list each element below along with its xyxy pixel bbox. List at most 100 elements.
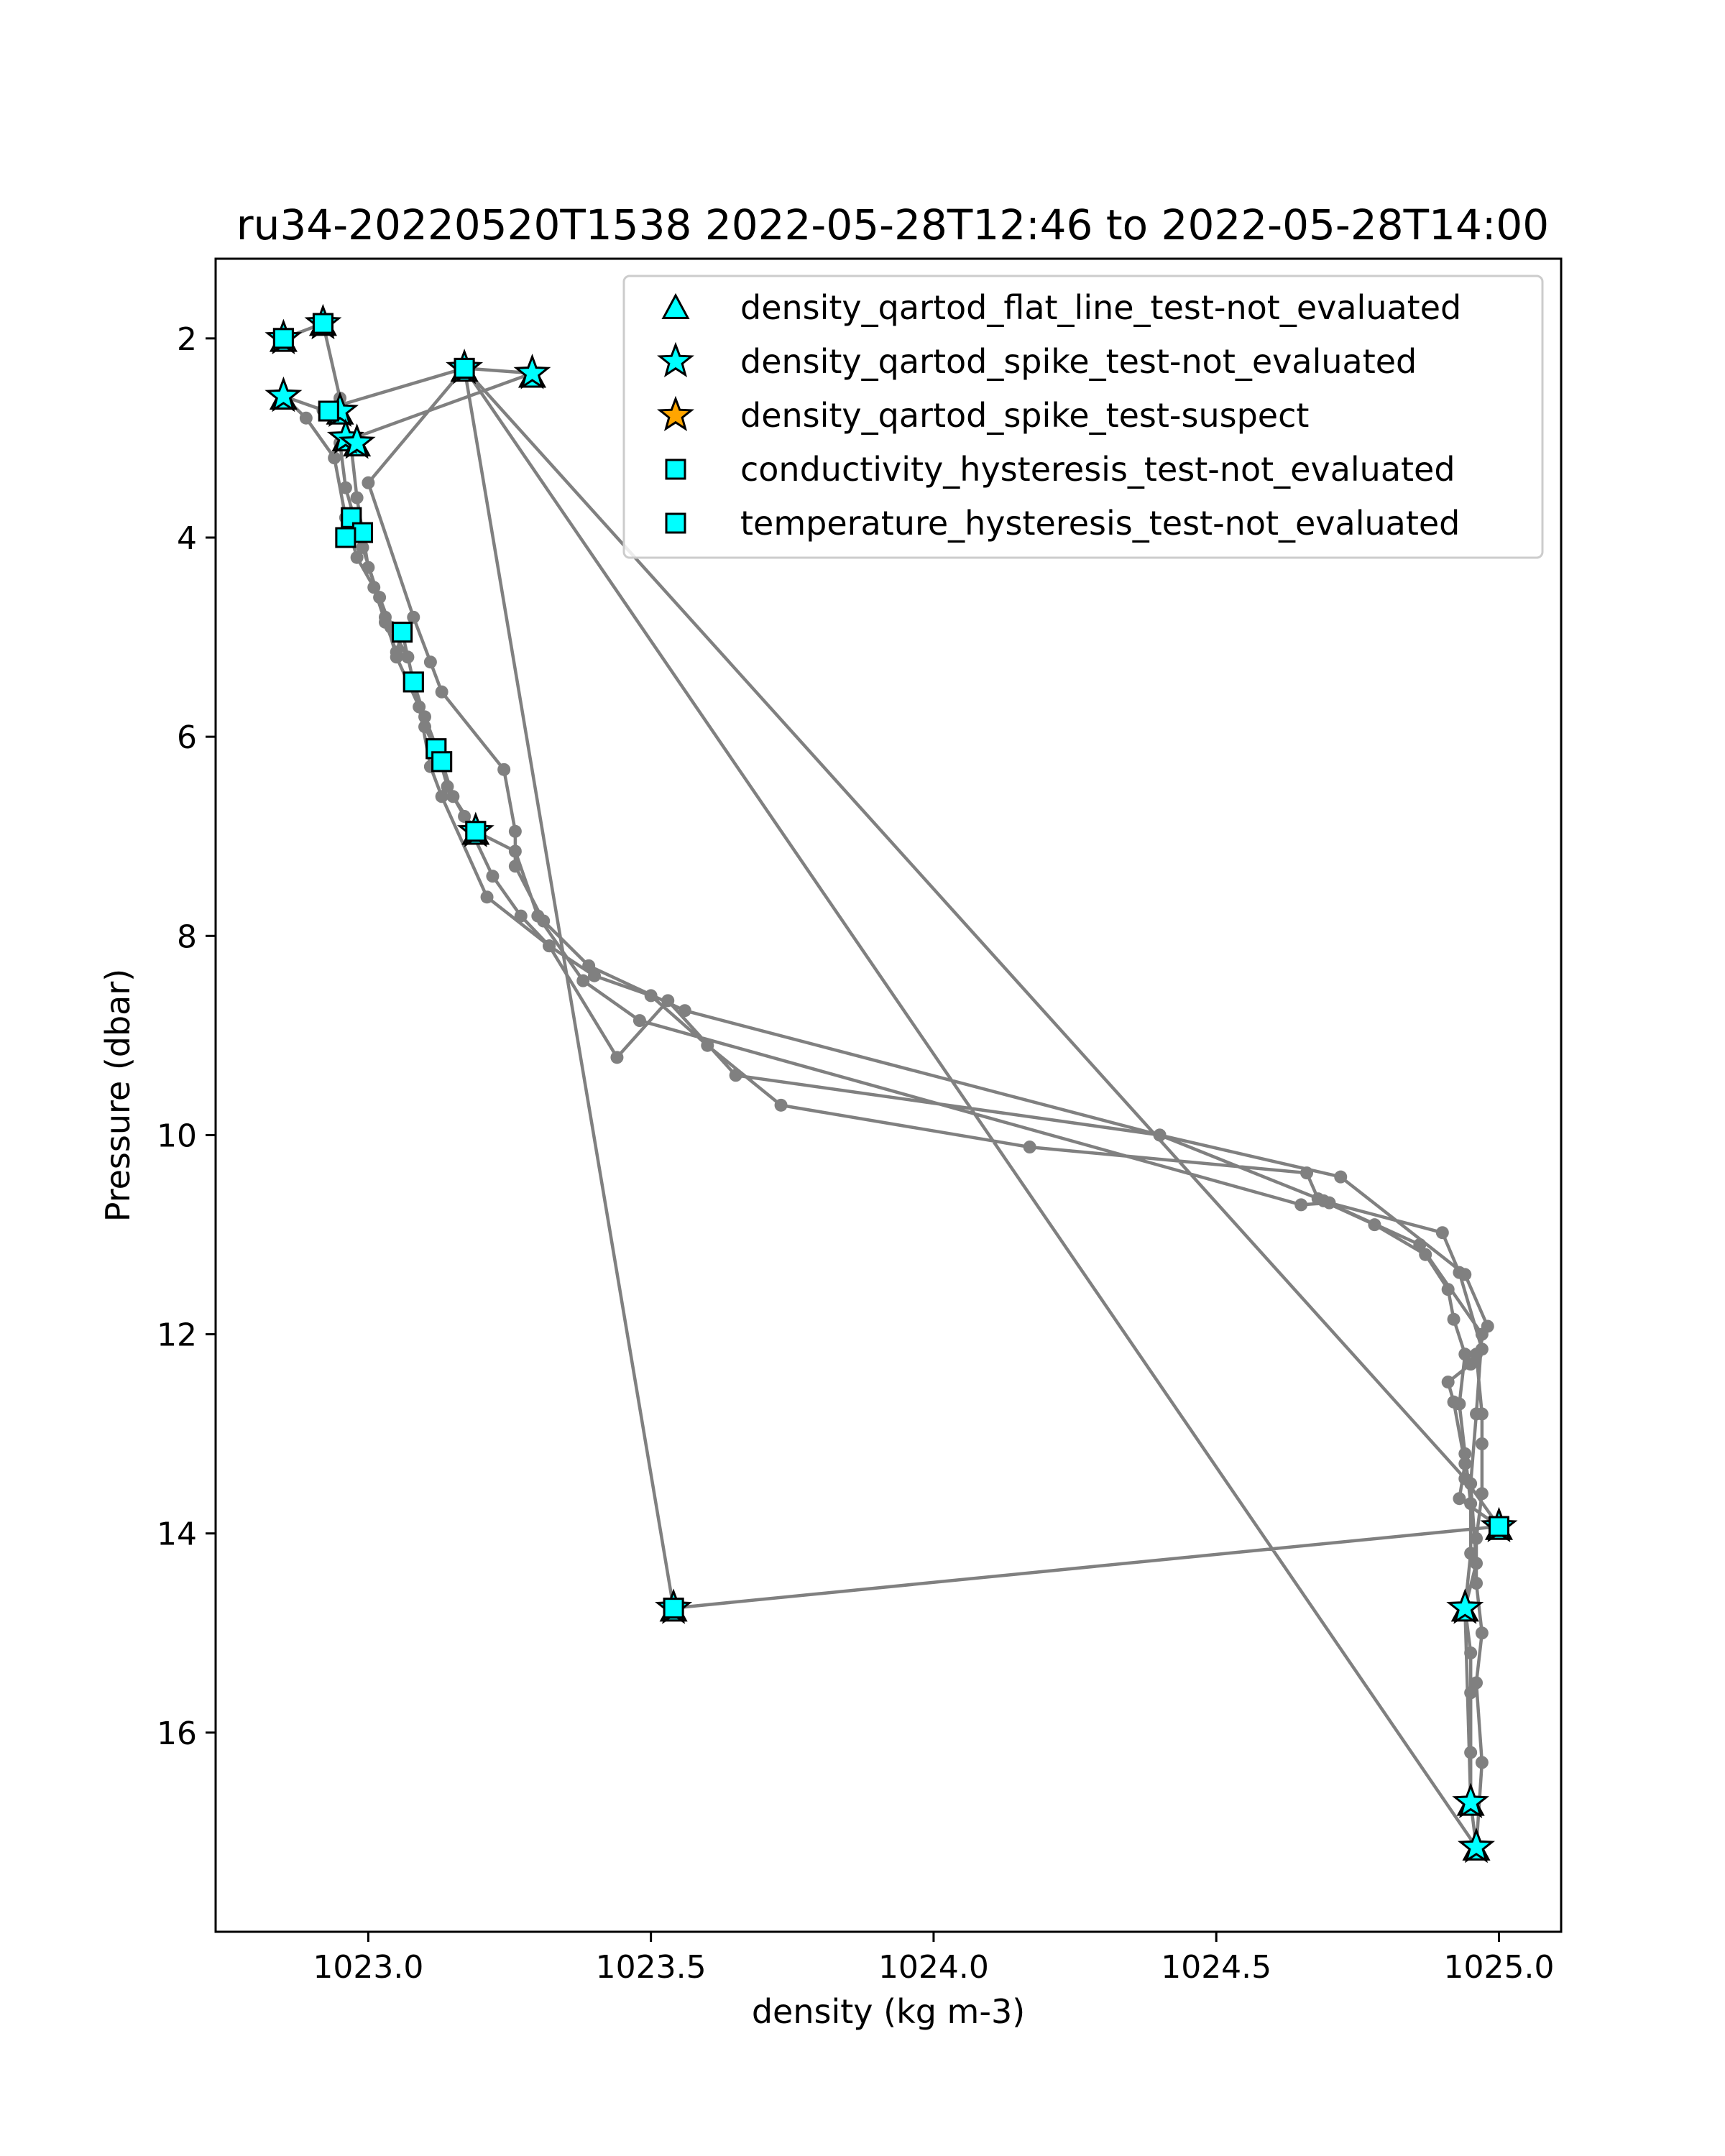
- profile-point: [441, 780, 454, 793]
- profile-point: [1368, 1218, 1381, 1232]
- profile-point: [299, 411, 313, 425]
- profile-point: [1475, 1342, 1489, 1356]
- profile-point: [1023, 1141, 1036, 1154]
- profile-point: [407, 610, 420, 624]
- series-1-point: [338, 423, 376, 459]
- y-axis-label: Pressure (dbar): [98, 969, 137, 1222]
- x-tick-label: 1025.0: [1443, 1949, 1554, 1986]
- profile-point: [1458, 1447, 1472, 1460]
- y-tick-label: 16: [157, 1715, 197, 1752]
- profile-point: [418, 720, 432, 734]
- profile-point: [435, 790, 448, 803]
- legend-marker: [661, 292, 690, 319]
- profile-point: [537, 914, 551, 928]
- legend-label: temperature_hysteresis_test-not_evaluate…: [740, 504, 1460, 543]
- series-4-point: [312, 313, 334, 334]
- profile-point: [1470, 1557, 1484, 1570]
- profile-point: [1458, 1348, 1472, 1361]
- profile-point: [1475, 1487, 1489, 1501]
- series-4-point: [1488, 1516, 1509, 1537]
- profile-point: [373, 591, 387, 604]
- profile-point: [1470, 1676, 1484, 1690]
- profile-point: [610, 1051, 624, 1064]
- profile-point: [774, 1098, 788, 1112]
- y-tick-label: 10: [157, 1118, 197, 1154]
- series-1-point: [1458, 1827, 1495, 1864]
- profile-point: [497, 763, 511, 776]
- profile-point: [1294, 1198, 1308, 1212]
- series-1-point: [513, 354, 551, 390]
- profile-point: [508, 860, 522, 873]
- profile-point: [1475, 1437, 1489, 1450]
- profile-point: [1447, 1312, 1460, 1326]
- profile-point: [514, 909, 528, 923]
- y-tick-label: 8: [177, 918, 197, 955]
- profile-point: [543, 939, 556, 953]
- profile-point: [1447, 1395, 1460, 1409]
- profile-point: [1464, 1358, 1478, 1371]
- profile-point: [362, 476, 375, 489]
- series-4-point: [465, 821, 487, 842]
- profile-point: [1464, 1646, 1478, 1659]
- profile-point: [1334, 1170, 1348, 1184]
- profile-point: [1453, 1492, 1466, 1506]
- profile-point: [367, 581, 381, 594]
- x-tick-label: 1023.0: [313, 1949, 423, 1986]
- series-1-point: [1452, 1782, 1490, 1818]
- profile-point: [661, 994, 675, 1008]
- series-4-point: [318, 400, 339, 422]
- profile-point: [413, 700, 426, 714]
- y-tick-label: 12: [157, 1317, 197, 1354]
- profile-point: [1464, 1497, 1478, 1511]
- profile-point: [582, 959, 596, 972]
- series-4-point: [402, 671, 424, 693]
- x-axis-label: density (kg m-3): [752, 1992, 1025, 2031]
- profile-point: [508, 824, 522, 838]
- legend-box: [622, 275, 1544, 559]
- profile-point: [390, 645, 403, 659]
- axes-frame: [214, 257, 1563, 1933]
- profile-point: [1441, 1376, 1455, 1389]
- series-4-point: [454, 357, 475, 379]
- profile-point: [480, 890, 494, 904]
- x-tick-label: 1024.5: [1161, 1949, 1271, 1986]
- profile-point: [1464, 1547, 1478, 1560]
- profile-point: [350, 491, 364, 505]
- series-4: [272, 313, 1509, 1619]
- profile-point: [1470, 1577, 1484, 1590]
- profile-point: [446, 790, 460, 803]
- profile-point: [1458, 1472, 1472, 1485]
- chart-title: ru34-20220520T1538 2022-05-28T12:46 to 2…: [236, 201, 1549, 249]
- legend: density_qartod_flat_line_test-not_evalua…: [622, 275, 1544, 559]
- series-4-point: [431, 751, 453, 773]
- profile-point: [1458, 1457, 1472, 1470]
- x-tick-label: 1024.0: [878, 1949, 989, 1986]
- legend-label: density_qartod_flat_line_test-not_evalua…: [740, 288, 1461, 327]
- x-tick-label: 1023.5: [596, 1949, 707, 1986]
- profile-point: [1317, 1194, 1330, 1207]
- profile-point: [378, 615, 392, 629]
- series-4-point: [352, 522, 374, 543]
- profile-point: [356, 540, 369, 554]
- profile-point: [644, 989, 658, 1003]
- legend-label: density_qartod_spike_test-not_evaluated: [740, 342, 1417, 381]
- series-4-point: [335, 527, 356, 548]
- profile-point: [1413, 1238, 1427, 1251]
- profile-point: [1470, 1531, 1484, 1545]
- profile-point: [678, 1004, 691, 1018]
- profile-point: [1453, 1266, 1466, 1279]
- profile-point: [1419, 1248, 1432, 1261]
- profile-point: [508, 844, 522, 858]
- profile-point: [1470, 1407, 1484, 1421]
- profile-point: [587, 969, 601, 982]
- profile-point: [401, 650, 415, 664]
- series-1-point: [264, 376, 303, 413]
- series-4-point: [663, 1598, 684, 1619]
- legend-label: conductivity_hysteresis_test-not_evaluat…: [740, 450, 1455, 489]
- profile-point: [1475, 1756, 1489, 1769]
- y-tick-label: 4: [177, 520, 197, 557]
- legend-marker: [665, 459, 686, 480]
- y-tick-label: 6: [177, 719, 197, 756]
- profile-point: [486, 870, 500, 883]
- series-4-point: [392, 622, 413, 643]
